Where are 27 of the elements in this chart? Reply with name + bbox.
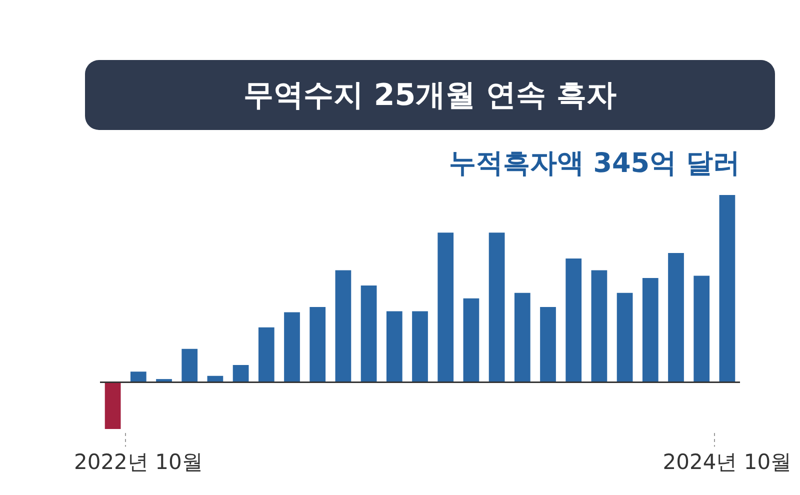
- bar: [438, 232, 454, 382]
- bar: [412, 311, 428, 382]
- bar: [258, 327, 274, 382]
- bar: [540, 306, 556, 382]
- bar: [668, 253, 684, 382]
- chart-subtitle: 누적흑자액 345억 달러: [448, 147, 740, 181]
- bar: [182, 348, 198, 382]
- bar: [488, 232, 505, 382]
- bar: [310, 306, 326, 382]
- chart-title: 무역수지 25개월 연속 흑자: [85, 60, 775, 130]
- bar: [232, 365, 249, 382]
- bar: [360, 285, 377, 382]
- bar: [335, 270, 352, 382]
- bar: [104, 382, 121, 430]
- bar: [386, 311, 402, 382]
- bar: [642, 278, 658, 382]
- bar: [514, 292, 530, 382]
- bar: [719, 195, 736, 382]
- bar: [591, 270, 608, 382]
- bar: [130, 372, 146, 382]
- x-tick-label: 2024년 10월: [662, 450, 792, 474]
- bar: [566, 258, 582, 382]
- bar: [694, 276, 710, 382]
- bar: [284, 312, 300, 382]
- x-tick-label: 2022년 10월: [74, 450, 203, 474]
- bar: [616, 292, 633, 382]
- bar: [463, 298, 480, 382]
